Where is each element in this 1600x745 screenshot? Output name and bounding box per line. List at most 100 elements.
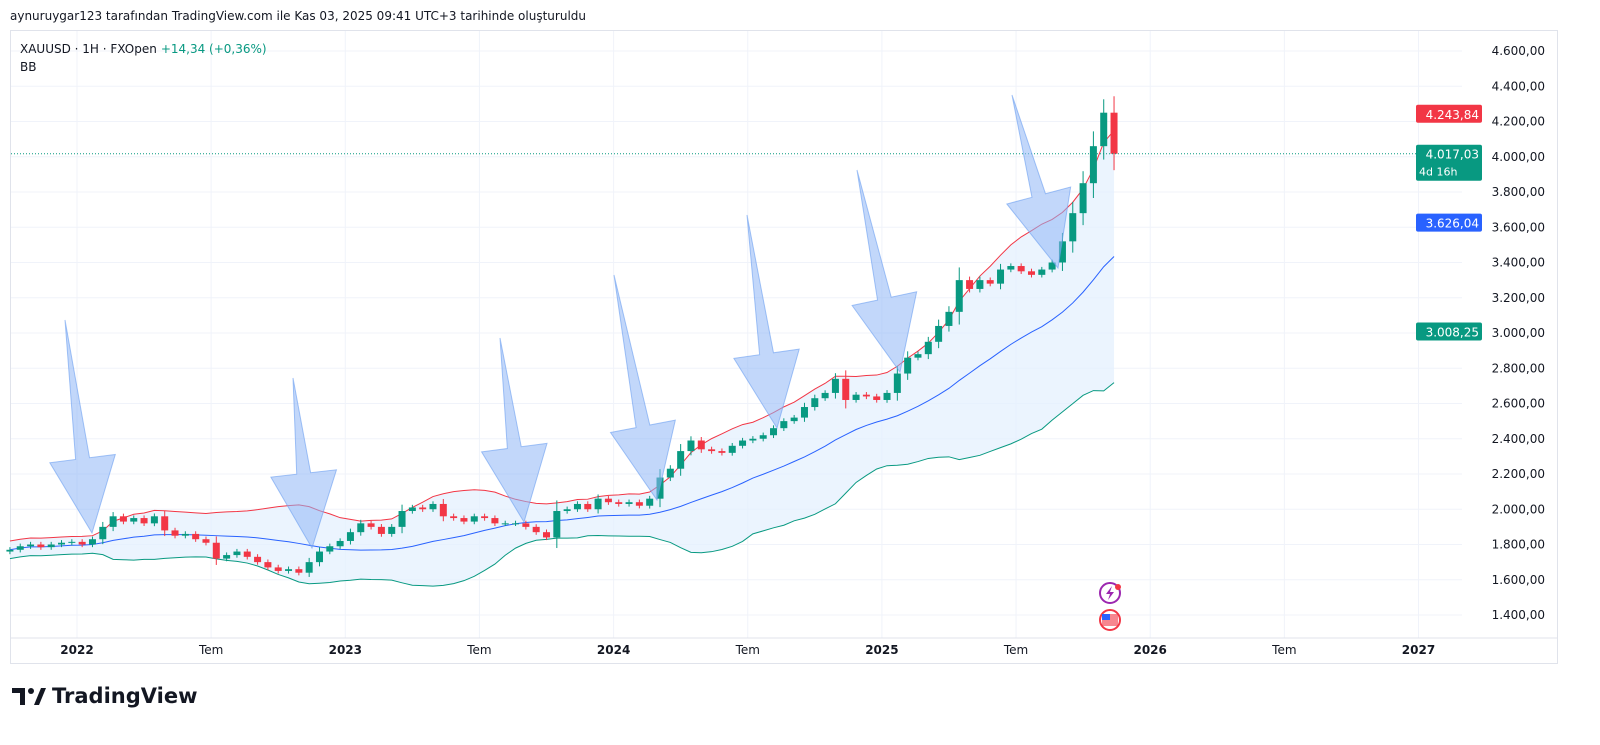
candle-body xyxy=(233,551,241,556)
price-change: +14,34 (+0,36%) xyxy=(160,42,267,56)
candle-body xyxy=(862,394,870,397)
candle-body xyxy=(1069,213,1077,242)
y-tick-label: 2.600,00 xyxy=(1492,397,1545,411)
candle-body xyxy=(573,503,581,510)
bb-lower-price-label: 3.008,25 xyxy=(1416,322,1482,341)
down-arrow-annotation xyxy=(1005,94,1072,270)
candle-body xyxy=(264,562,272,568)
candle-body xyxy=(357,523,365,533)
candle-body xyxy=(212,542,220,559)
us-flag-event-icon[interactable] xyxy=(1099,609,1121,631)
candle-body xyxy=(1048,262,1056,270)
tradingview-logo[interactable]: TradingView xyxy=(12,684,197,708)
candle-body xyxy=(1017,266,1025,272)
candle-body xyxy=(904,357,912,374)
candle-body xyxy=(161,516,169,531)
candle-body xyxy=(16,546,24,550)
candle-body xyxy=(285,569,293,571)
candle-body xyxy=(759,435,767,439)
y-tick-label: 1.400,00 xyxy=(1492,608,1545,622)
candle-body xyxy=(150,516,158,524)
candle-body xyxy=(666,468,674,478)
candle-body xyxy=(243,551,251,557)
x-tick-label: Tem xyxy=(735,643,760,657)
candle-body xyxy=(986,280,994,284)
candle-body xyxy=(99,526,107,540)
candle-body xyxy=(429,503,437,510)
candle-body xyxy=(460,518,468,522)
candle-body xyxy=(254,556,262,563)
notification-dot xyxy=(1115,584,1121,590)
bb-lower-price-label-bg xyxy=(1416,322,1482,341)
y-tick-label: 4.000,00 xyxy=(1492,150,1545,164)
candle-body xyxy=(202,539,210,543)
candle-body xyxy=(821,392,829,399)
candle-body xyxy=(966,280,974,289)
candle-body xyxy=(223,555,231,559)
candle-body xyxy=(481,516,489,519)
candle-body xyxy=(893,373,901,393)
down-arrow-annotation xyxy=(270,377,338,550)
candle-body xyxy=(388,526,396,534)
candle-body xyxy=(130,518,138,522)
bb-lower-price-label-text: 3.008,25 xyxy=(1426,326,1479,340)
candle-body xyxy=(543,532,551,538)
down-arrow-annotation xyxy=(609,274,676,502)
candle-body xyxy=(625,502,633,504)
candle-body xyxy=(1100,112,1108,147)
bb-upper-price-label-bg xyxy=(1416,104,1482,123)
x-tick-label: 2023 xyxy=(329,643,362,657)
candle-body xyxy=(47,544,55,548)
flag-canton xyxy=(1102,614,1110,620)
candle-body xyxy=(377,526,385,534)
indicator-label[interactable]: BB xyxy=(20,60,37,74)
last-price-label-text: 4.017,03 xyxy=(1426,148,1479,162)
candle-body xyxy=(181,533,189,536)
bb-upper-price-label: 4.243,84 xyxy=(1416,104,1482,123)
down-arrow-annotation xyxy=(49,319,117,535)
last-price-label: 4.017,03 4d 16h xyxy=(1416,144,1482,181)
candle-body xyxy=(326,546,334,552)
bb-lower-line xyxy=(9,382,1115,587)
logo-text: TradingView xyxy=(52,684,198,708)
candle-body xyxy=(68,541,76,543)
candle-body xyxy=(398,511,406,527)
candle-body xyxy=(697,440,705,450)
candle-body xyxy=(646,498,654,506)
candle-body xyxy=(873,396,881,400)
candle-body xyxy=(408,507,416,512)
candle-body xyxy=(522,523,530,527)
bb-basis-price-label-bg xyxy=(1416,213,1482,232)
y-tick-label: 3.000,00 xyxy=(1492,326,1545,340)
candle-body xyxy=(315,551,323,563)
candle-body xyxy=(119,516,127,522)
candle-body xyxy=(770,428,778,436)
candle-body xyxy=(27,544,35,547)
candle-body xyxy=(749,438,757,441)
y-tick-label: 2.000,00 xyxy=(1492,502,1545,516)
candle-body xyxy=(192,533,200,540)
candle-body xyxy=(336,540,344,547)
bb-basis-price-label-text: 3.626,04 xyxy=(1426,217,1479,231)
candle-body xyxy=(6,549,14,552)
candle-body xyxy=(945,311,953,326)
y-tick-label: 2.800,00 xyxy=(1492,361,1545,375)
y-tick-label: 4.400,00 xyxy=(1492,79,1545,93)
lightning-event-icon[interactable] xyxy=(1099,582,1121,604)
candle-body xyxy=(439,503,447,517)
bb-band-fill xyxy=(9,130,1115,587)
y-tick-label: 3.400,00 xyxy=(1492,256,1545,270)
candle-body xyxy=(512,523,520,525)
x-tick-label: 2024 xyxy=(597,643,630,657)
x-tick-label: Tem xyxy=(1271,643,1296,657)
down-arrow-annotation xyxy=(851,169,918,374)
candle-body xyxy=(1058,241,1066,263)
symbol-label[interactable]: XAUUSD · 1H · FXOpen xyxy=(20,42,157,56)
candle-body xyxy=(58,542,66,545)
candle-body xyxy=(780,421,788,429)
candle-body xyxy=(594,498,602,510)
candle-body xyxy=(852,394,860,400)
x-tick-label: 2025 xyxy=(865,643,898,657)
candle-body xyxy=(37,544,45,548)
